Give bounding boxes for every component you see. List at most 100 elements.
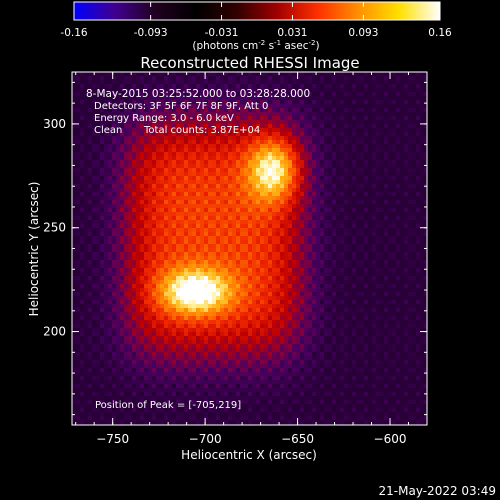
heatmap-cell <box>180 76 184 80</box>
heatmap-cell <box>80 80 84 84</box>
heatmap-cell <box>104 92 108 96</box>
heatmap-cell <box>276 272 280 276</box>
heatmap-cell <box>176 416 180 420</box>
heatmap-cell <box>236 180 240 184</box>
heatmap-cell <box>136 404 140 408</box>
heatmap-cell <box>92 188 96 192</box>
heatmap-cell <box>104 212 108 216</box>
heatmap-cell <box>192 164 196 168</box>
heatmap-cell <box>268 360 272 364</box>
heatmap-cell <box>248 408 252 412</box>
heatmap-cell <box>112 360 116 364</box>
heatmap-cell <box>96 120 100 124</box>
heatmap-cell <box>216 280 220 284</box>
heatmap-cell <box>184 128 188 132</box>
heatmap-cell <box>192 208 196 212</box>
heatmap-cell <box>160 76 164 80</box>
heatmap-cell <box>144 100 148 104</box>
heatmap-cell <box>264 224 268 228</box>
heatmap-cell <box>144 356 148 360</box>
heatmap-cell <box>208 76 212 80</box>
heatmap-cell <box>236 72 240 76</box>
heatmap-cell <box>156 224 160 228</box>
heatmap-cell <box>172 392 176 396</box>
heatmap-cell <box>132 416 136 420</box>
heatmap-cell <box>96 416 100 420</box>
heatmap-cell <box>276 180 280 184</box>
heatmap-cell <box>172 372 176 376</box>
heatmap-cell <box>284 264 288 268</box>
heatmap-cell <box>264 316 268 320</box>
heatmap-cell <box>140 164 144 168</box>
heatmap-cell <box>288 332 292 336</box>
heatmap-cell <box>84 368 88 372</box>
heatmap-cell <box>72 324 76 328</box>
heatmap-cell <box>276 184 280 188</box>
heatmap-cell <box>128 156 132 160</box>
heatmap-cell <box>260 236 264 240</box>
heatmap-cell <box>268 308 272 312</box>
heatmap-cell <box>176 224 180 228</box>
heatmap-cell <box>264 320 268 324</box>
heatmap-cell <box>152 380 156 384</box>
heatmap-cell <box>124 320 128 324</box>
heatmap-cell <box>76 128 80 132</box>
heatmap-cell <box>292 240 296 244</box>
heatmap-cell <box>80 252 84 256</box>
heatmap-cell <box>84 396 88 400</box>
heatmap-cell <box>192 280 196 284</box>
heatmap-cell <box>176 352 180 356</box>
heatmap-cell <box>176 216 180 220</box>
heatmap-cell <box>180 384 184 388</box>
heatmap-cell <box>288 420 292 424</box>
heatmap-cell <box>276 416 280 420</box>
heatmap-cell <box>72 296 76 300</box>
heatmap-cell <box>120 84 124 88</box>
heatmap-cell <box>148 300 152 304</box>
heatmap-cell <box>272 332 276 336</box>
heatmap-cell <box>188 332 192 336</box>
heatmap-cell <box>92 372 96 376</box>
heatmap-cell <box>216 212 220 216</box>
heatmap-cell <box>100 200 104 204</box>
heatmap-cell <box>232 164 236 168</box>
heatmap-cell <box>292 300 296 304</box>
heatmap-cell <box>160 284 164 288</box>
heatmap-cell <box>188 104 192 108</box>
heatmap-cell <box>76 388 80 392</box>
heatmap-cell <box>232 260 236 264</box>
heatmap-cell <box>140 108 144 112</box>
heatmap-cell <box>252 164 256 168</box>
heatmap-cell <box>188 84 192 88</box>
heatmap-cell <box>252 396 256 400</box>
heatmap-cell <box>260 108 264 112</box>
heatmap-cell <box>132 324 136 328</box>
heatmap-cell <box>256 120 260 124</box>
heatmap-cell <box>92 104 96 108</box>
heatmap-cell <box>252 112 256 116</box>
heatmap-cell <box>104 72 108 76</box>
heatmap-cell <box>228 120 232 124</box>
heatmap-cell <box>124 284 128 288</box>
heatmap-cell <box>188 260 192 264</box>
heatmap-cell <box>100 272 104 276</box>
heatmap-cell <box>264 184 268 188</box>
heatmap-cell <box>132 160 136 164</box>
heatmap-cell <box>272 284 276 288</box>
heatmap-cell <box>136 248 140 252</box>
heatmap-cell <box>212 112 216 116</box>
heatmap-cell <box>276 340 280 344</box>
heatmap-cell <box>224 284 228 288</box>
heatmap-cell <box>120 140 124 144</box>
colorbar-ticks: -0.16 -0.093 -0.031 0.031 0.093 0.16 <box>60 2 452 39</box>
heatmap-cell <box>236 344 240 348</box>
heatmap-cell <box>276 204 280 208</box>
heatmap-cell <box>224 328 228 332</box>
heatmap-cell <box>72 120 76 124</box>
heatmap-cell <box>92 132 96 136</box>
heatmap-cell <box>248 312 252 316</box>
heatmap-cell <box>272 392 276 396</box>
heatmap-cell <box>252 72 256 76</box>
heatmap-cell <box>272 312 276 316</box>
heatmap-cell <box>88 244 92 248</box>
